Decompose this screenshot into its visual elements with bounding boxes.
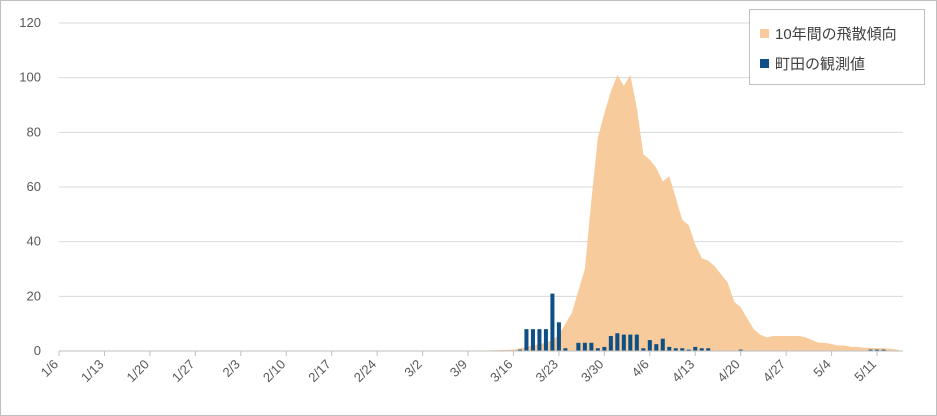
bar-observed bbox=[738, 349, 743, 351]
legend-item-trend: 10年間の飛散傾向 bbox=[760, 18, 914, 48]
x-tick-label: 2/17 bbox=[305, 357, 334, 386]
x-tick-label: 2/24 bbox=[351, 357, 380, 386]
bar-observed bbox=[576, 342, 581, 351]
bar-observed bbox=[634, 334, 639, 351]
x-tick-label: 2/10 bbox=[260, 357, 289, 386]
bar-observed bbox=[699, 348, 704, 351]
bar-observed bbox=[693, 346, 698, 351]
bar-observed bbox=[641, 348, 646, 351]
x-tick-label: 5/4 bbox=[810, 357, 833, 380]
y-tick-label: 80 bbox=[27, 124, 41, 139]
bar-observed bbox=[621, 334, 626, 351]
x-tick-label: 3/2 bbox=[401, 357, 424, 380]
x-tick-label: 4/6 bbox=[629, 357, 652, 380]
bar-observed bbox=[563, 348, 568, 351]
bar-observed bbox=[517, 349, 522, 351]
legend-label-observed: 町田の観測値 bbox=[775, 55, 866, 73]
x-tick-label: 1/13 bbox=[78, 357, 107, 386]
bar-observed bbox=[595, 348, 600, 351]
bar-observed bbox=[582, 342, 587, 351]
x-tick-label: 3/9 bbox=[447, 357, 470, 380]
bar-observed bbox=[524, 329, 529, 351]
x-tick-label: 3/23 bbox=[533, 357, 562, 386]
y-tick-label: 20 bbox=[27, 288, 41, 303]
x-tick-label: 1/27 bbox=[169, 357, 198, 386]
bar-observed bbox=[550, 293, 555, 351]
bar-observed bbox=[537, 329, 542, 351]
bar-observed bbox=[881, 349, 886, 351]
bar-observed bbox=[686, 349, 691, 351]
legend-item-observed: 町田の観測値 bbox=[760, 48, 914, 78]
y-tick-label: 120 bbox=[19, 15, 41, 30]
bar-observed bbox=[868, 349, 873, 351]
bar-observed bbox=[530, 329, 535, 351]
bar-observed bbox=[706, 348, 711, 351]
bar-observed bbox=[608, 335, 613, 351]
y-tick-label: 0 bbox=[34, 343, 41, 358]
x-tick-label: 5/11 bbox=[851, 357, 879, 385]
legend-swatch-trend bbox=[760, 28, 769, 38]
bar-observed bbox=[556, 322, 561, 351]
bar-observed bbox=[615, 333, 620, 351]
bar-observed bbox=[660, 338, 665, 351]
x-tick-label: 3/30 bbox=[578, 357, 607, 386]
x-tick-label: 2/3 bbox=[220, 357, 243, 380]
legend-label-trend: 10年間の飛散傾向 bbox=[775, 25, 897, 43]
x-tick-label: 4/20 bbox=[714, 357, 743, 386]
bar-observed bbox=[654, 344, 659, 351]
bar-observed bbox=[628, 334, 633, 351]
x-tick-label: 3/16 bbox=[487, 357, 516, 386]
bar-observed bbox=[673, 348, 678, 351]
bar-observed bbox=[667, 346, 672, 351]
y-tick-label: 60 bbox=[27, 179, 41, 194]
legend-swatch-observed bbox=[760, 58, 769, 68]
bar-observed bbox=[875, 349, 880, 351]
bar-observed bbox=[680, 348, 685, 351]
x-tick-label: 4/13 bbox=[669, 357, 698, 386]
area-trend bbox=[468, 74, 903, 352]
bar-observed bbox=[602, 346, 607, 351]
x-tick-label: 1/20 bbox=[124, 357, 153, 386]
x-tick-label: 4/27 bbox=[760, 357, 789, 386]
y-tick-label: 40 bbox=[27, 234, 41, 249]
y-tick-label: 100 bbox=[19, 70, 41, 85]
x-tick-label: 1/6 bbox=[38, 357, 61, 380]
legend: 10年間の飛散傾向 町田の観測値 bbox=[749, 9, 925, 85]
bar-observed bbox=[647, 340, 652, 351]
bar-observed bbox=[543, 329, 548, 351]
bar-observed bbox=[589, 342, 594, 351]
